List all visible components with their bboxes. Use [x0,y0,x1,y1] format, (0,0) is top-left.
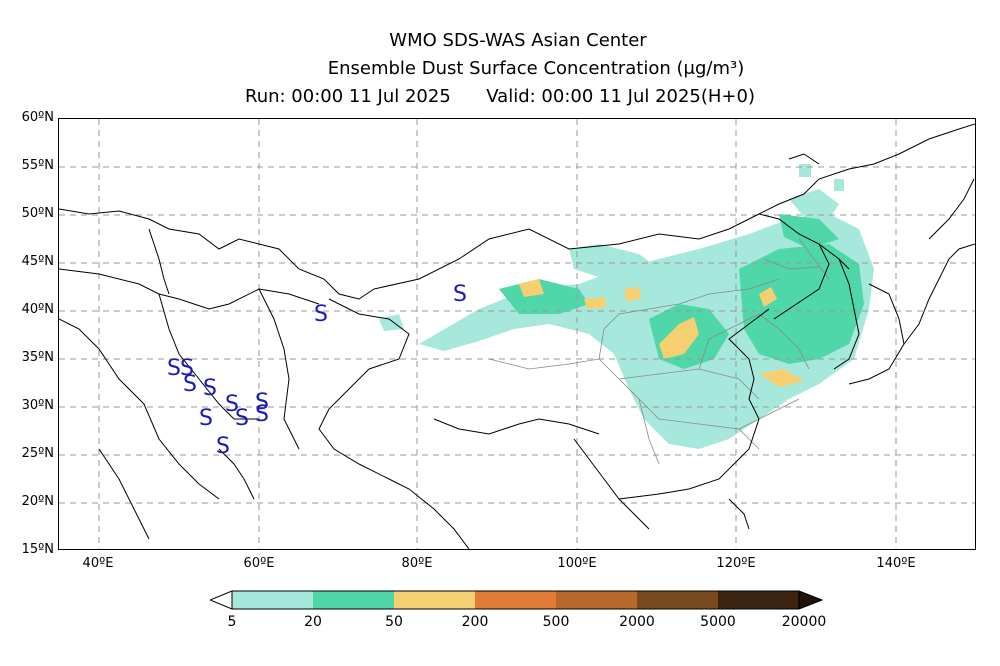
colorbar-tick-5: 5 [227,614,237,630]
lon-label-80: 80ºE [401,556,433,571]
lon-label-40: 40ºE [82,556,114,571]
lat-label-50: 50ºN [21,206,54,221]
station-marker: S [255,390,269,415]
map-svg: S S S S S S S S S S S S [59,119,975,549]
title-line-2: Ensemble Dust Surface Concentration (μg/… [327,58,745,79]
station-marker: S [180,356,194,381]
lon-label-60: 60ºE [243,556,275,571]
lat-label-30: 30ºN [21,398,54,413]
dust-station-markers: S S S S S S S S S S S S [167,282,467,459]
title-line-3: Run: 00:00 11 Jul 2025 Valid: 00:00 11 J… [0,86,1000,107]
station-marker: S [167,356,181,381]
lat-label-55: 55ºN [21,158,54,173]
station-marker: S [453,282,467,307]
colorbar-tick-20: 20 [304,614,322,630]
lat-label-60: 60ºN [21,110,54,125]
station-marker: S [199,406,213,431]
lat-label-35: 35ºN [21,350,54,365]
lon-label-140: 140ºE [876,556,916,571]
colorbar-tick-200: 200 [461,614,489,630]
colorbar-under-arrow [208,590,233,610]
dust-field-level-3 [519,279,804,387]
colorbar-bin-3 [394,591,475,609]
station-marker: S [314,302,328,327]
graticule [59,119,975,549]
colorbar-bin-5 [556,591,637,609]
lon-label-100: 100ºE [557,556,597,571]
colorbar [208,589,830,611]
station-marker: S [255,402,269,427]
colorbar-over-arrow [798,590,824,610]
colorbar-tick-20000: 20000 [781,614,827,630]
colorbar-bin-7 [718,591,799,609]
station-marker: S [225,392,239,417]
station-marker: S [216,434,230,459]
province-boundaries [488,238,830,465]
lon-label-120: 120ºE [716,556,756,571]
colorbar-bin-6 [637,591,718,609]
colorbar-tick-50: 50 [385,614,403,630]
colorbar-tick-2000: 2000 [619,614,655,630]
lat-label-40: 40ºN [21,302,54,317]
run-time: Run: 00:00 11 Jul 2025 [245,86,451,107]
colorbar-tick-500: 500 [542,614,570,630]
colorbar-tick-5000: 5000 [700,614,736,630]
colorbar-bin-1 [232,591,313,609]
colorbar-svg [208,590,824,610]
station-marker: S [203,376,217,401]
map-panel: S S S S S S S S S S S S [58,118,976,550]
valid-time: Valid: 00:00 11 Jul 2025(H+0) [486,86,755,107]
title-line-1: WMO SDS-WAS Asian Center [389,30,647,51]
colorbar-bin-4 [475,591,556,609]
station-marker: S [183,372,197,397]
station-marker: S [235,406,249,431]
colorbar-bin-2 [313,591,394,609]
country-borders [59,123,975,549]
lat-label-25: 25ºN [21,446,54,461]
lat-label-20: 20ºN [21,494,54,509]
lat-label-45: 45ºN [21,254,54,269]
lat-label-15: 15ºN [21,542,54,557]
